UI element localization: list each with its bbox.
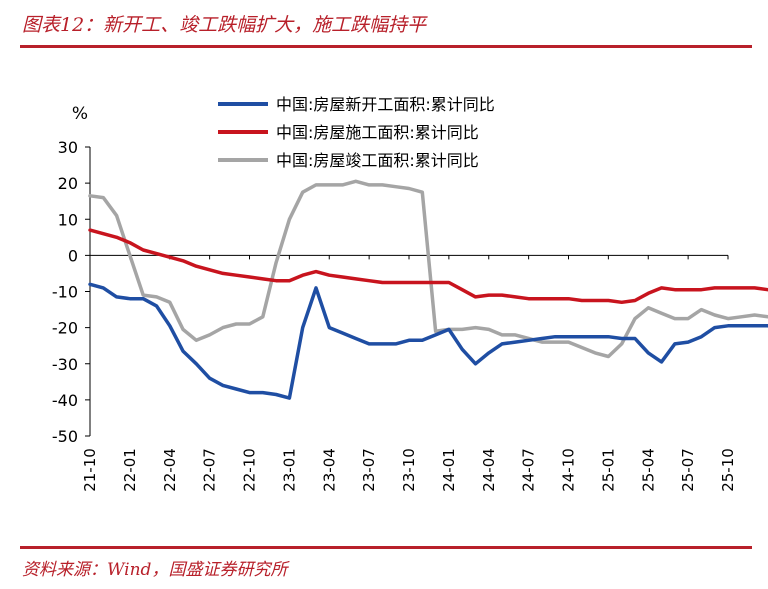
legend-label-1: 中国:房屋新开工面积:累计同比	[276, 95, 495, 114]
y-tick-label: -30	[52, 355, 78, 374]
series-line-2	[88, 228, 768, 305]
source-note: 资料来源：Wind，国盛证券研究所	[22, 560, 288, 580]
x-tick-label: 24-01	[440, 448, 458, 492]
x-tick-label: 22-04	[161, 448, 179, 492]
y-tick-label: -50	[52, 427, 78, 446]
x-tick-label: 23-10	[400, 448, 418, 492]
x-tick-label: 25-04	[639, 448, 657, 492]
figure-title: 图表12：新开工、竣工跌幅扩大，施工跌幅持平	[22, 14, 427, 36]
chart-series	[88, 179, 768, 400]
x-tick-label: 22-10	[241, 448, 259, 492]
y-tick-label: -40	[52, 391, 78, 410]
chart-legend: 中国:房屋新开工面积:累计同比中国:房屋施工面积:累计同比中国:房屋竣工面积:累…	[218, 95, 495, 170]
x-tick-label: 23-04	[320, 448, 338, 492]
x-tick-label: 21-10	[81, 448, 99, 492]
series-line-3	[88, 179, 768, 359]
legend-label-3: 中国:房屋竣工面积:累计同比	[276, 151, 479, 170]
source-rule	[20, 546, 752, 549]
x-tick-label: 24-07	[520, 448, 538, 492]
x-tick-label: 23-07	[360, 448, 378, 492]
x-tick-label: 22-01	[121, 448, 139, 492]
x-tick-label: 23-01	[280, 448, 298, 492]
y-tick-label: 10	[58, 210, 78, 229]
x-tick-label: 24-10	[560, 448, 578, 492]
y-axis-unit-label: %	[72, 104, 88, 124]
x-tick-label: 22-07	[201, 448, 219, 492]
title-rule	[20, 45, 752, 48]
x-tick-label: 24-04	[480, 448, 498, 492]
series-line-1	[88, 282, 768, 400]
y-tick-label: 20	[58, 174, 78, 193]
x-tick-label: 25-07	[679, 448, 697, 492]
y-tick-label: -20	[52, 319, 78, 338]
x-tick-label: 25-10	[719, 448, 737, 492]
y-tick-label: -10	[52, 283, 78, 302]
y-tick-label: 30	[58, 138, 78, 157]
x-tick-label: 25-01	[599, 448, 617, 492]
y-tick-label: 0	[68, 246, 78, 265]
legend-label-2: 中国:房屋施工面积:累计同比	[276, 123, 479, 142]
